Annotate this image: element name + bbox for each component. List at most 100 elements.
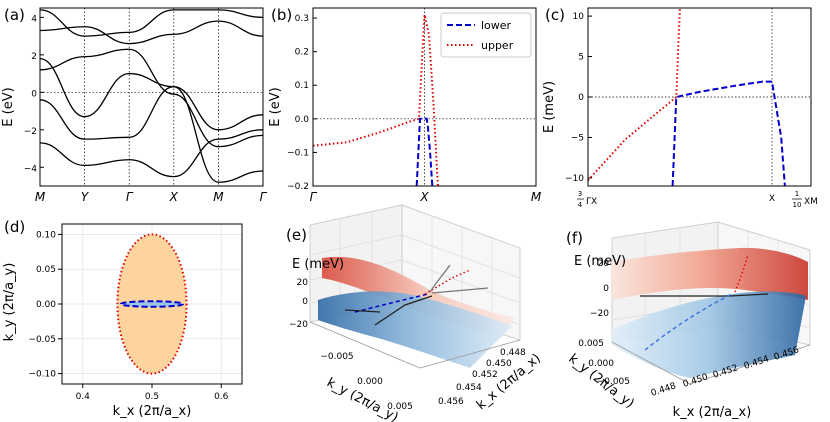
- panel-d-frame: [61, 223, 243, 385]
- ytick-label: 0: [578, 93, 584, 103]
- ytick-label: 0.0: [295, 115, 310, 125]
- panel-f-xtick-0: 0.448: [650, 381, 678, 399]
- xtick-label: X: [419, 190, 429, 204]
- xtick-left-label: ΓX: [586, 197, 597, 207]
- panel-e-black-line-1: [374, 295, 433, 326]
- panel-f-floor-edge-x: [689, 344, 811, 385]
- ytick-label: −5: [571, 133, 584, 143]
- panel-f-floor-edge-y: [611, 341, 691, 385]
- xtick-label: X: [169, 190, 179, 204]
- curve-upper: [587, 7, 681, 181]
- curve-lower: [415, 117, 434, 187]
- panel-c: (c) E (meV) 10 5 0 −5 −10 3 4 ΓX X 1 10 XM: [542, 6, 818, 209]
- panel-f-ytick-2: −0.005: [597, 377, 630, 387]
- panel-e-zlabel: E (meV): [292, 257, 344, 272]
- xtick-label: M: [213, 190, 224, 204]
- panel-a-bands: [39, 9, 264, 183]
- panel-e: (e) E (meV) 20 0 −20 −0.005 0.000 0.005 …: [286, 204, 544, 422]
- panel-c-ylabel: E (meV): [542, 81, 557, 133]
- curve-upper: [312, 14, 439, 187]
- panel-e-floor-edge-y: [309, 321, 421, 369]
- xtick-right-label: XM: [804, 197, 818, 207]
- ytick-label: 10: [573, 12, 585, 22]
- xtick-label: Γ: [126, 190, 134, 204]
- xtick-label: 0.4: [76, 392, 91, 402]
- panel-f-upper-surface: [612, 247, 808, 300]
- band-band1: [39, 57, 264, 131]
- panel-c-xticks: 3 4 ΓX X 1 10 XM: [577, 190, 818, 209]
- panel-e-upper-cut: [424, 269, 471, 295]
- panel-f-black-line: [640, 293, 769, 297]
- ytick-label: −2: [24, 127, 37, 137]
- panel-f-ztick-0: 20: [598, 259, 610, 269]
- ytick-label: −0.2: [287, 182, 309, 192]
- panel-e-floor-edge-x: [419, 339, 521, 369]
- panel-f-ztick-2: −20: [590, 309, 609, 319]
- xtick-left-num: 3: [578, 190, 582, 198]
- xtick-left-den: 4: [578, 201, 583, 209]
- xtick-label: Y: [81, 190, 90, 204]
- panel-d-ticks: 0.4 0.5 0.6 0.10 0.05 0.00 −0.05 −0.10: [28, 230, 228, 402]
- panel-c-frame: [587, 7, 812, 187]
- ytick-label: 5: [578, 53, 584, 63]
- ytick-label: 4: [31, 14, 37, 24]
- panel-e-ytick-0: −0.005: [320, 352, 353, 362]
- band-band2: [39, 48, 264, 148]
- panel-e-lower-surface: [318, 291, 512, 368]
- panel-d-ylabel: k_y (2π/a_y): [2, 263, 17, 342]
- panel-d-contours: [116, 233, 188, 375]
- panel-b-curves: [312, 14, 439, 187]
- ytick-label: −0.05: [28, 335, 56, 345]
- legend-lower-label: lower: [481, 19, 512, 32]
- panel-b: (b) E (eV) 0.3 0.2 0.1 0.0 −0.1 −0.2Γ X M lower…: [268, 6, 542, 204]
- ytick-label: 0.1: [295, 81, 309, 91]
- panel-d-label: (d): [4, 218, 25, 236]
- panel-e-gray-line-2: [431, 287, 489, 294]
- panel-f-zlabel: E (meV): [574, 254, 626, 269]
- ytick-label: 0.05: [36, 265, 56, 275]
- panel-a-ticks: M Y Γ X M Γ 4 2 0 −2 −4: [24, 8, 268, 204]
- panel-e-ytick-2: 0.005: [387, 402, 413, 412]
- panel-f: (f) E (meV) 20 0 −20 0.005 0.000 −0.005 …: [566, 221, 811, 420]
- panel-c-curves: [587, 7, 786, 187]
- panel-c-label: (c): [545, 6, 565, 24]
- panel-e-ztick-0: 20: [297, 278, 309, 288]
- xtick-label: M: [531, 190, 542, 204]
- panel-e-label: (e): [286, 226, 307, 244]
- panel-e-ztick-2: −20: [289, 320, 308, 330]
- panel-b-ticks: 0.3 0.2 0.1 0.0 −0.1 −0.2Γ X M: [287, 8, 542, 204]
- band-band5: [39, 20, 264, 45]
- xtick-label: 0.5: [145, 392, 159, 402]
- panel-f-lower-cut: [644, 293, 733, 351]
- ytick-label: −10: [565, 174, 584, 184]
- panel-a-ylabel: E (eV): [1, 87, 16, 126]
- ytick-label: 0.00: [36, 300, 56, 310]
- panel-f-ytick-0: 0.005: [578, 339, 604, 349]
- panel-e-xtick-0: 0.448: [500, 348, 526, 358]
- ytick-label: 0.2: [295, 48, 309, 58]
- ytick-label: 0.10: [36, 230, 56, 240]
- xtick-label: Γ: [260, 190, 268, 204]
- panel-b-frame: [312, 7, 537, 187]
- panel-e-lower-cut: [354, 293, 429, 313]
- ytick-label: 2: [31, 52, 37, 62]
- panel-e-ztick-1: 0: [302, 297, 308, 307]
- ytick-label: 0: [31, 89, 37, 99]
- lower-contour: [119, 300, 185, 308]
- panel-f-lower-surface: [612, 291, 806, 378]
- xtick-label: M: [35, 190, 46, 204]
- panel-b-label: (b): [271, 6, 292, 24]
- ytick-label: −4: [24, 164, 38, 174]
- ytick-label: 0.3: [295, 14, 309, 24]
- xtick-right-den: 10: [793, 201, 802, 209]
- panel-f-label: (f): [566, 229, 583, 247]
- panel-b-ylabel: E (eV): [268, 87, 283, 126]
- panel-e-xtick-3: 0.454: [456, 383, 482, 393]
- ytick-label: −0.10: [28, 370, 56, 380]
- ytick-label: −0.1: [287, 148, 309, 158]
- xtick-label: Γ: [310, 190, 318, 204]
- band-band6: [39, 9, 264, 37]
- panel-e-xtick-2: 0.452: [472, 370, 498, 380]
- panel-e-xtick-4: 0.456: [438, 397, 464, 407]
- legend-upper-label: upper: [481, 39, 514, 52]
